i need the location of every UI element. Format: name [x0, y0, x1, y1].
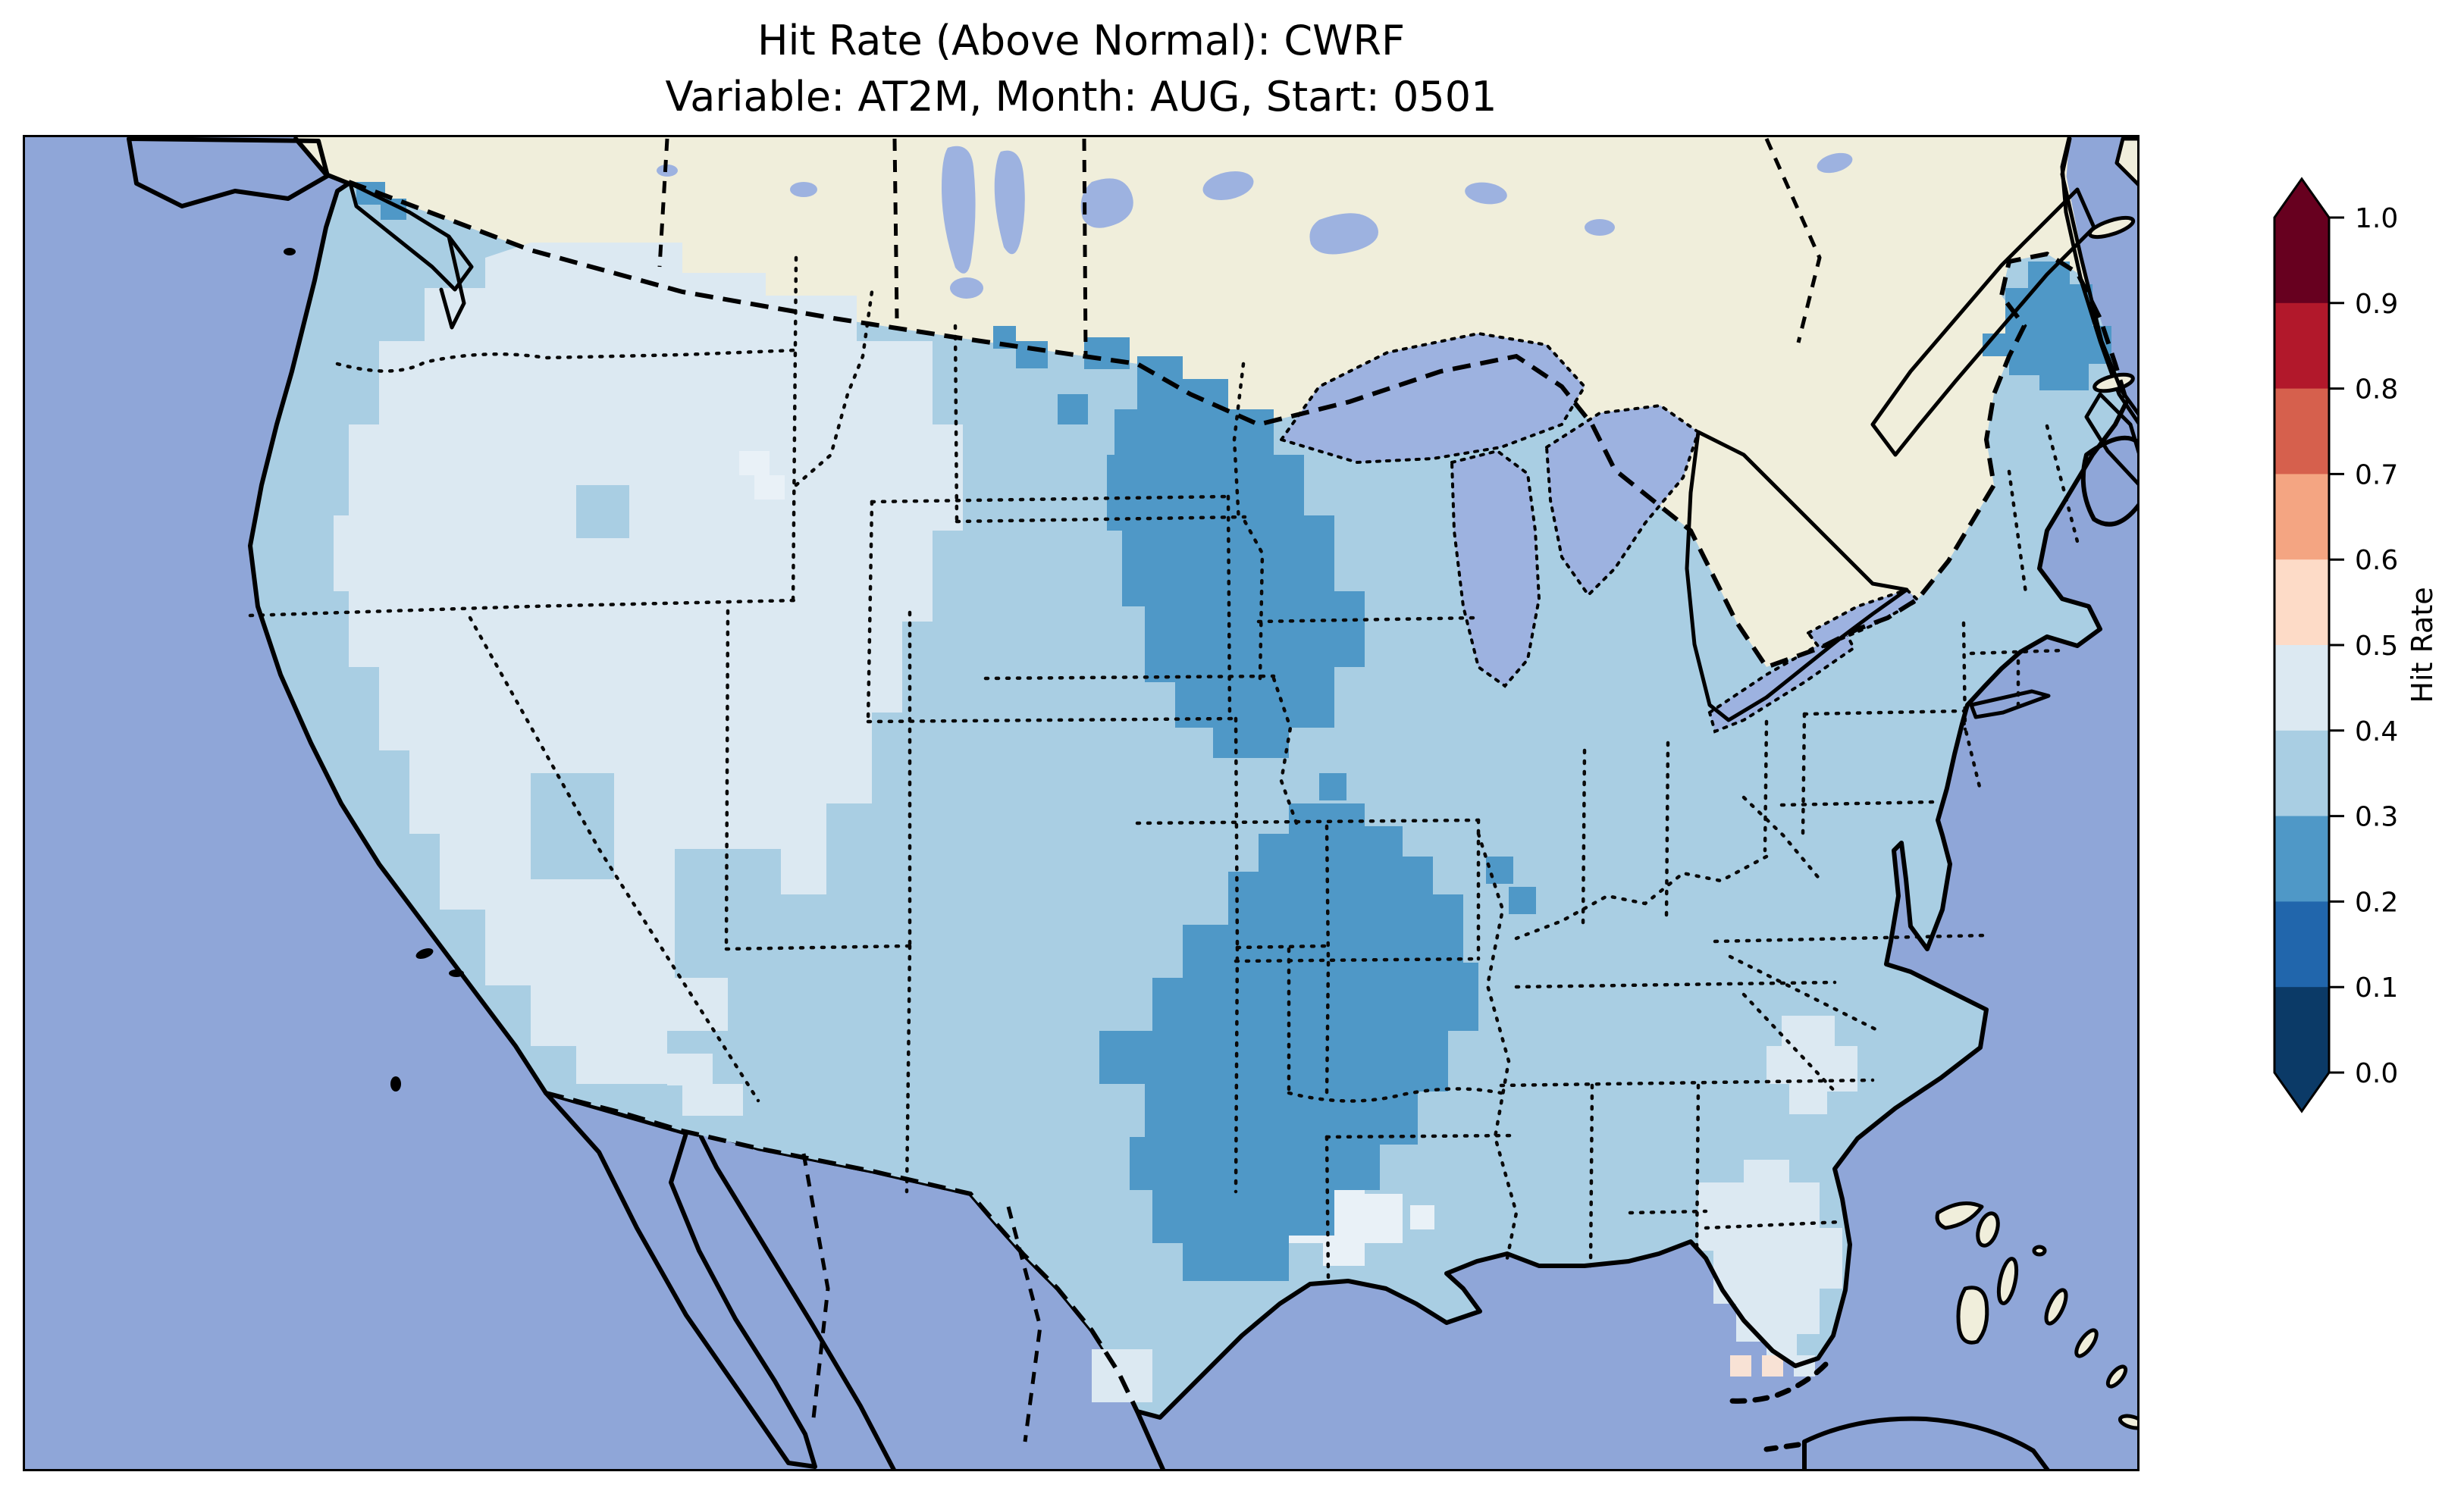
island-pei: [2093, 372, 2135, 393]
colorbar-tick-label: 0.1: [2355, 973, 2398, 1004]
colorbar-band: [2274, 901, 2329, 988]
colorbar-band: [2274, 302, 2329, 390]
colorbar-tick-label: 0.4: [2355, 716, 2398, 747]
colorbar-tick-label: 0.7: [2355, 459, 2398, 490]
data-hole-3: [576, 485, 629, 538]
colorbar-band: [2274, 559, 2329, 646]
data-cell-mn-2: [1058, 394, 1088, 424]
long-island: [1969, 689, 2051, 719]
bahamas: [1935, 1201, 2140, 1430]
island-newfoundland: [2114, 136, 2140, 188]
data-cell-keys-pink-1: [1730, 1355, 1751, 1377]
colorbar-tick-label: 0.8: [2355, 374, 2398, 406]
data-cell-mt-2: [754, 475, 785, 500]
vancouver-island: [127, 136, 330, 208]
data-cell-la: [1410, 1205, 1434, 1229]
data-cell-mt-1: [739, 451, 770, 475]
colorbar-tick-label: 0.6: [2355, 545, 2398, 576]
canada-lakes: [657, 146, 1853, 299]
colorbar-tick-label: 0.5: [2355, 631, 2398, 662]
bay-of-fundy: [2084, 392, 2140, 487]
data-florida-light: [1698, 1160, 1842, 1361]
baja-california: [544, 1091, 817, 1469]
ontario-peninsula: [1685, 430, 1909, 722]
us-canada-border: [347, 180, 2129, 670]
colorbar: 1.0 0.9 0.8 0.7 0.6 0.5 0.4 0.3 0.2 0.1 0.0: [2273, 177, 2398, 1113]
country-borders: [347, 180, 2129, 1413]
puget-finger: [439, 234, 466, 330]
colorbar-arrow-under: [2274, 1073, 2329, 1111]
data-maine-steel: [1983, 262, 2111, 390]
colorbar-band: [2274, 987, 2329, 1073]
lake-huron: [1544, 403, 1701, 598]
map-panel: [23, 135, 2140, 1471]
colorbar-tick-label: 0.3: [2355, 802, 2398, 833]
data-az-1: [682, 1084, 743, 1116]
puget-sound: [348, 181, 474, 292]
data-hole-2: [675, 849, 781, 978]
data-cell-stl-1: [1486, 857, 1513, 884]
data-midwest-steel: [1107, 356, 1365, 758]
us-mexico-border: [545, 1091, 1140, 1413]
lake-michigan: [1450, 449, 1541, 688]
colorbar-band: [2274, 645, 2329, 731]
colorbar-tick-label: 0.0: [2355, 1058, 2398, 1089]
colorbar-band: [2274, 388, 2329, 475]
chart-subtitle: Variable: AT2M, Month: AUG, Start: 0501: [666, 73, 1497, 121]
colorbar-tick-label: 0.9: [2355, 289, 2398, 320]
data-hole-1: [531, 773, 614, 879]
data-cell-stl-2: [1509, 887, 1536, 914]
data-west-light: [334, 243, 963, 1084]
cuba-west-keys: [1763, 1442, 1801, 1452]
cuba: [1802, 1416, 2051, 1471]
colorbar-band: [2274, 730, 2329, 817]
colorbar-band: [2274, 474, 2329, 560]
data-cell-mo: [1319, 773, 1346, 800]
colorbar-tick-label: 0.2: [2355, 887, 2398, 918]
islets: [284, 248, 464, 1092]
lake-superior: [1278, 331, 1587, 465]
data-south-steel: [1099, 803, 1478, 1281]
colorbar-label: Hit Rate: [2406, 587, 2439, 703]
colorbar-band: [2274, 816, 2329, 902]
florida-keys: [1727, 1361, 1829, 1404]
data-cell-nd-1: [1016, 341, 1048, 368]
colorbar-arrow-over: [2274, 179, 2329, 218]
province-borders: [657, 137, 1822, 1442]
state-borders: [248, 255, 2081, 1282]
island-anticosti: [2087, 215, 2136, 240]
chart-title: Hit Rate (Above Normal): CWRF: [757, 17, 1405, 64]
nova-scotia: [2080, 435, 2140, 527]
coastlines: [248, 136, 2140, 1420]
data-az-2: [667, 1054, 713, 1085]
colorbar-band: [2274, 218, 2329, 304]
data-cell-keys-pink-2: [1762, 1355, 1783, 1377]
data-cell-mn-1: [1084, 337, 1130, 369]
colorbar-tick-label: 1.0: [2355, 203, 2398, 234]
